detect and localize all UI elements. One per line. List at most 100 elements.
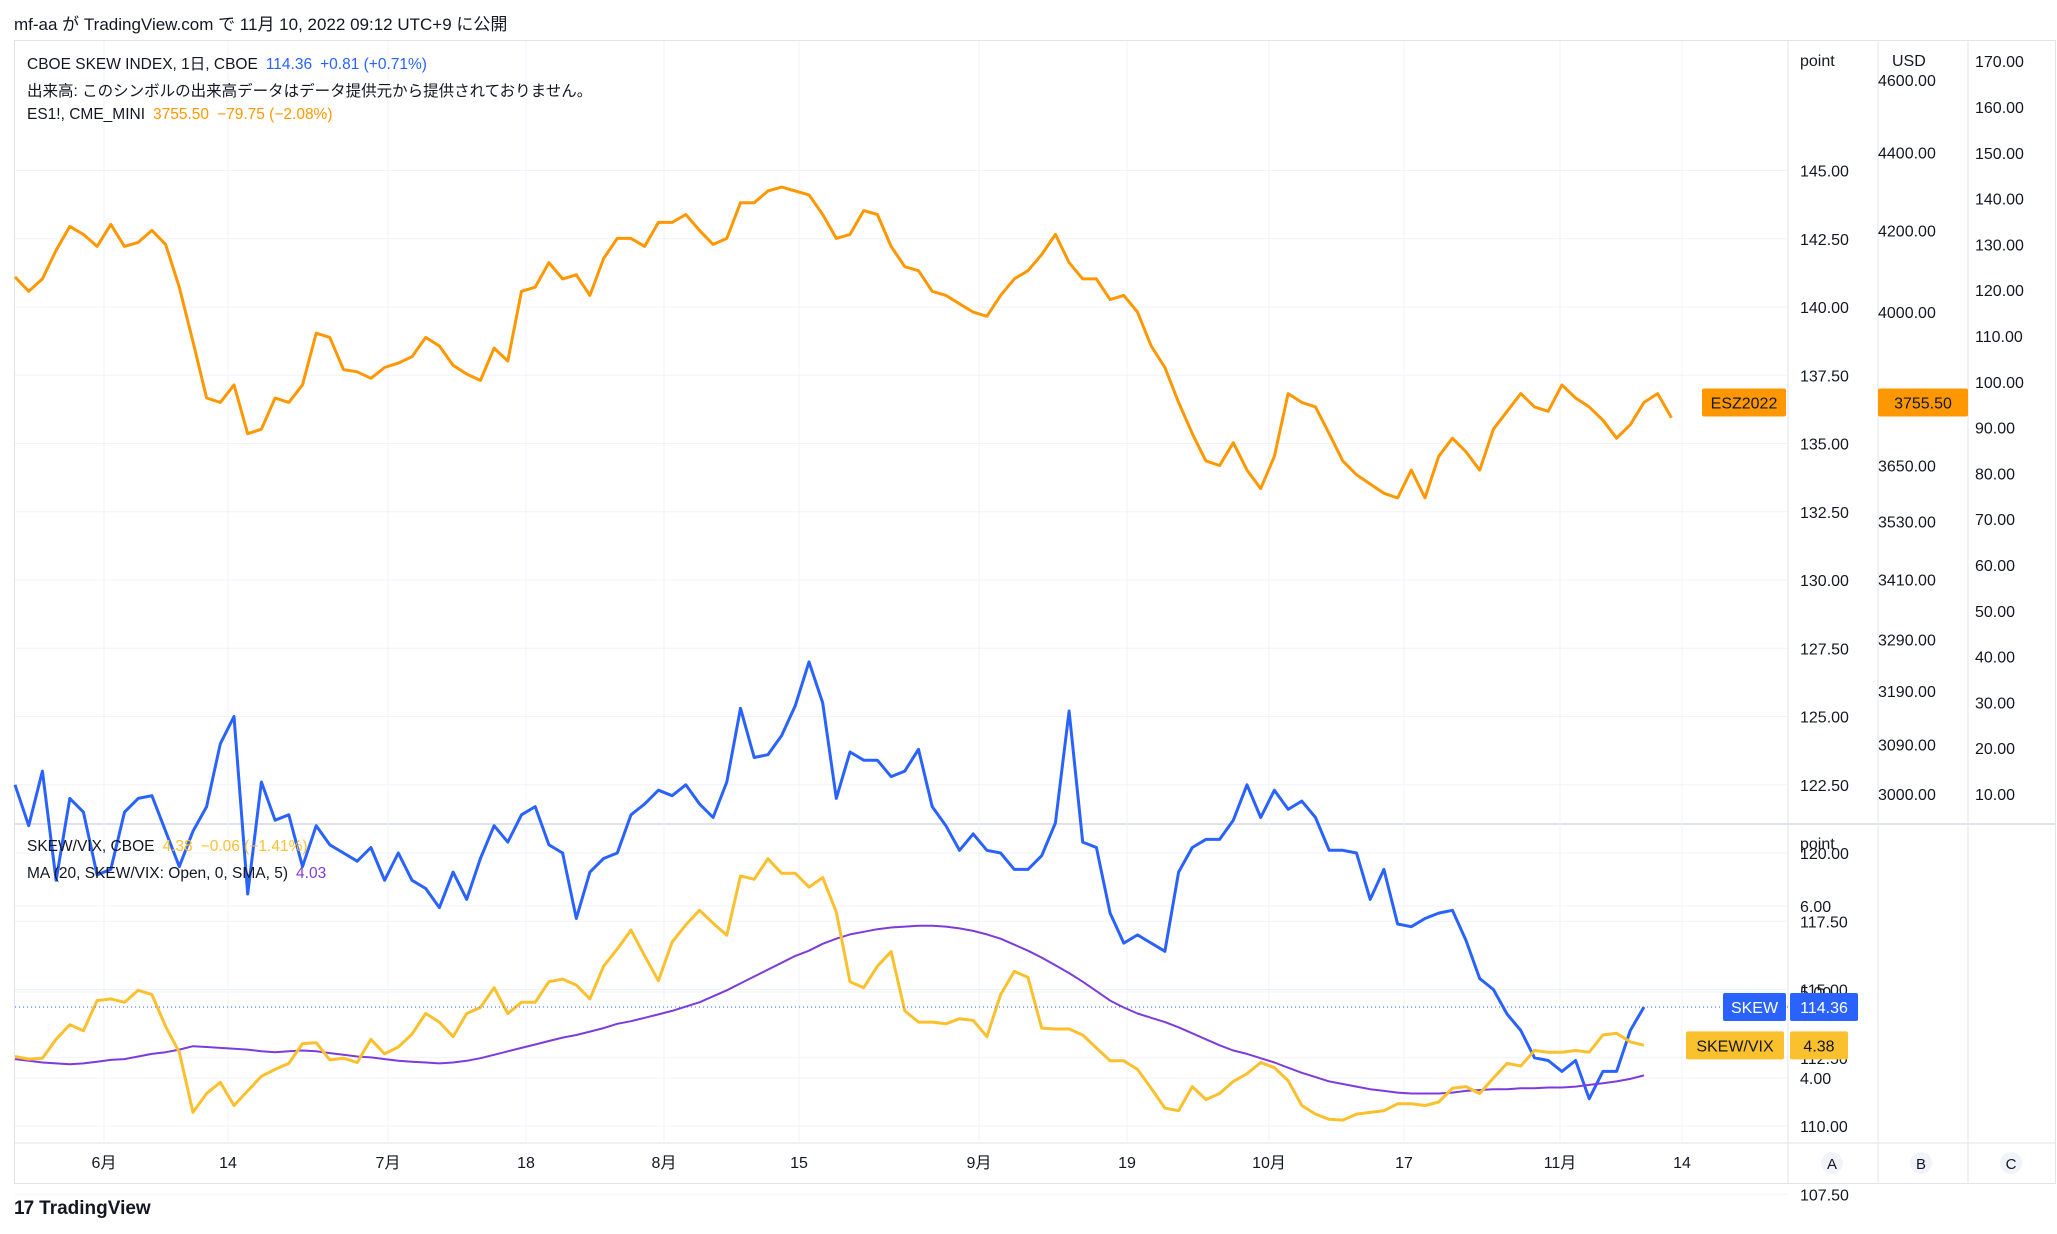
c-tick-label: 20.00 — [1975, 741, 2015, 758]
c-tick-label: 160.00 — [1975, 100, 2024, 117]
point-tick-label: 110.00 — [1800, 1119, 1848, 1136]
ma-series-line — [14, 924, 1645, 1095]
legend-ma[interactable]: MA (20, SKEW/VIX: Open, 0, SMA, 5) 4.03 — [27, 865, 334, 883]
ratio-series-line — [14, 857, 1645, 1122]
legend-ma-value: 4.03 — [296, 865, 327, 882]
x-tick-label: 17 — [1395, 1155, 1413, 1172]
c-tick-label: 80.00 — [1975, 466, 2015, 483]
lower-point-tick-label: 4.00 — [1800, 1071, 1831, 1088]
legend-skew-name: CBOE SKEW INDEX, 1日, CBOE — [27, 56, 258, 73]
time-axis: 6月 14 7月 18 8月 15 9月 19 10月 17 11月 14 — [92, 1155, 1691, 1172]
c-tick-label: 30.00 — [1975, 695, 2015, 712]
c-tick-label: 100.00 — [1975, 375, 2024, 392]
es-series-line — [13, 185, 1673, 500]
c-tick-label: 150.00 — [1975, 146, 2024, 163]
point-tick-label: 130.00 — [1800, 573, 1849, 590]
usd-tick-label: 4200.00 — [1878, 223, 1936, 240]
point-tick-label: 140.00 — [1800, 300, 1849, 317]
legend-ratio-name: SKEW/VIX, CBOE — [27, 838, 155, 855]
point-tick-label: 127.50 — [1800, 641, 1849, 658]
scale-button-label: A — [1827, 1156, 1837, 1173]
price-scales: pointUSDpoint107.50110.00112.50115.00117… — [1800, 53, 2024, 1204]
skew-last-tag-bg — [1790, 992, 1858, 1021]
ratio-name-tag-bg — [1686, 1031, 1784, 1060]
c-tick-label: 60.00 — [1975, 558, 2015, 575]
c-tick-label: 40.00 — [1975, 650, 2015, 667]
usd-tick-label: 3410.00 — [1878, 572, 1936, 589]
tradingview-logo-text: TradingView — [39, 1198, 151, 1219]
c-tick-label: 10.00 — [1975, 787, 2015, 804]
scale-button-b[interactable]: B — [1910, 1152, 1932, 1174]
scale-button-a[interactable]: A — [1821, 1152, 1843, 1174]
usd-tick-label: 4000.00 — [1878, 305, 1936, 322]
chart-frame[interactable] — [14, 40, 2056, 1184]
x-tick-label: 11月 — [1544, 1155, 1577, 1172]
lower-point-tick-label: 6.00 — [1800, 899, 1831, 916]
legend-es-name: ES1!, CME_MINI — [27, 106, 145, 123]
point-tick-label: 135.00 — [1800, 437, 1849, 454]
legend-ma-name: MA (20, SKEW/VIX: Open, 0, SMA, 5) — [27, 865, 289, 882]
grid — [15, 41, 2056, 1195]
x-tick-label: 15 — [790, 1155, 808, 1172]
usd-tick-label: 3190.00 — [1878, 684, 1936, 701]
c-tick-label: 130.00 — [1975, 237, 2024, 254]
x-tick-label: 8月 — [652, 1155, 677, 1172]
skew-name-tag: SKEW — [1731, 1000, 1779, 1017]
scale-button-bg — [2000, 1152, 2022, 1174]
x-tick-label: 14 — [1673, 1155, 1691, 1172]
point-tick-label: 122.50 — [1800, 778, 1849, 795]
usd-tick-label: 3290.00 — [1878, 632, 1936, 649]
es-last-tag: 3755.50 — [1894, 395, 1952, 412]
point-tick-label: 145.00 — [1800, 164, 1849, 181]
scale-button-label: B — [1916, 1156, 1926, 1173]
point-tick-label: 120.00 — [1800, 846, 1849, 863]
usd-tick-label: 3530.00 — [1878, 514, 1936, 531]
legend-ratio-change: −0.06 (−1.41%) — [200, 838, 308, 855]
c-tick-label: 90.00 — [1975, 421, 2015, 438]
skew-name-tag-bg — [1723, 992, 1786, 1021]
point-tick-label: 125.00 — [1800, 710, 1849, 727]
c-tick-label: 50.00 — [1975, 604, 2015, 621]
c-tick-label: 110.00 — [1975, 329, 2023, 346]
volume-note: 出来高: このシンボルの出来高データはデータ提供元から提供されておりません。 — [27, 83, 593, 100]
legend-skew[interactable]: CBOE SKEW INDEX, 1日, CBOE 114.36 +0.81 (+0… — [27, 52, 435, 74]
x-tick-label: 14 — [219, 1155, 237, 1172]
c-tick-label: 120.00 — [1975, 283, 2024, 300]
publish-attribution: mf-aa が TradingView.com で 11月 10, 2022 0… — [14, 15, 508, 34]
usd-scale-title: USD — [1892, 53, 1926, 70]
tradingview-logo[interactable]: 17 TradingView — [14, 1198, 151, 1220]
point-tick-label: 107.50 — [1800, 1187, 1849, 1204]
ratio-last-tag: 4.38 — [1803, 1038, 1834, 1055]
usd-tick-label: 4600.00 — [1878, 73, 1936, 90]
x-tick-label: 6月 — [92, 1155, 117, 1172]
usd-tick-label: 4400.00 — [1878, 145, 1936, 162]
c-tick-label: 70.00 — [1975, 512, 2015, 529]
scale-button-bg — [1910, 1152, 1932, 1174]
x-tick-label: 19 — [1118, 1155, 1136, 1172]
point-tick-label: 117.50 — [1800, 914, 1848, 931]
es-name-tag-bg — [1702, 388, 1786, 417]
legend-ratio-value: 4.38 — [162, 838, 193, 855]
x-tick-label: 10月 — [1252, 1155, 1286, 1172]
legend-es[interactable]: ES1!, CME_MINI 3755.50 −79.75 (−2.08%) — [27, 106, 341, 124]
ratio-name-tag: SKEW/VIX — [1696, 1038, 1774, 1055]
point-scale-title: point — [1800, 53, 1835, 70]
usd-tick-label: 3090.00 — [1878, 737, 1936, 754]
legend-es-value: 3755.50 — [153, 106, 210, 123]
skew-series-line — [13, 660, 1646, 1101]
scale-button-bg — [1821, 1152, 1843, 1174]
usd-tick-label: 3000.00 — [1878, 787, 1936, 804]
legend-ratio[interactable]: SKEW/VIX, CBOE 4.38 −0.06 (−1.41%) — [27, 838, 316, 856]
c-tick-label: 140.00 — [1975, 192, 2024, 209]
scale-button-label: C — [2006, 1156, 2017, 1173]
legend-es-change: −79.75 (−2.08%) — [217, 106, 333, 123]
series-lines — [13, 185, 1788, 1122]
legend-volume-note: 出来高: このシンボルの出来高データはデータ提供元から提供されておりません。 — [27, 79, 600, 101]
x-tick-label: 9月 — [967, 1155, 992, 1172]
last-value-tags: ESZ2022 3755.50 SKEW 114.36 SKEW/VIX 4.38 — [1686, 388, 1968, 1060]
scale-button-c[interactable]: C — [2000, 1152, 2022, 1174]
legend-skew-value: 114.36 — [265, 56, 313, 73]
usd-tick-label: 3650.00 — [1878, 458, 1936, 475]
x-tick-label: 18 — [517, 1155, 535, 1172]
